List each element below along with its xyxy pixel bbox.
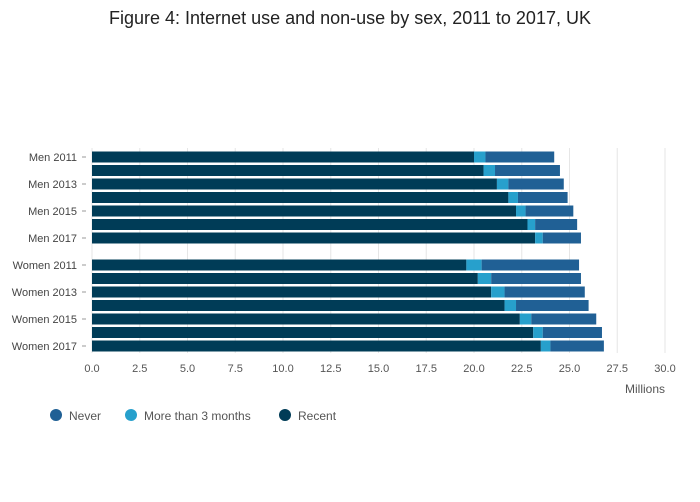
category-label: Men 2013 [28,179,77,191]
bar-segment [542,327,602,338]
x-tick-label: 30.0 [654,363,675,375]
x-tick-label: 15.0 [368,363,389,375]
bar-segment [92,165,484,176]
bars [92,151,604,352]
bar-segment [92,300,505,311]
bar-segment [504,300,517,311]
bar-segment [92,192,509,203]
bar-segment [92,313,520,325]
bar-segment [92,151,474,163]
x-tick-label: 12.5 [320,363,341,375]
bar-segment [516,205,526,217]
bar-segment [477,273,492,284]
x-tick-label: 0.0 [84,363,99,375]
bar-segment [519,313,532,325]
bar-segment [525,205,574,217]
bar-segment [495,165,560,176]
bar-segment [491,286,505,298]
bar-segment [483,165,496,176]
x-tick-label: 10.0 [272,363,293,375]
legend: Never More than 3 months Recent [50,409,337,423]
x-tick-labels: 0.0 2.5 5.0 7.5 10.0 12.5 15.0 17.5 20.0 22.5 25.0… [84,363,675,375]
bar-segment [535,232,543,244]
bar-segment [517,192,568,203]
bar-segment [527,219,536,230]
bar-segment [533,327,543,338]
bar-segment [92,286,492,298]
bar-segment [504,286,585,298]
x-tick-label: 17.5 [416,363,437,375]
category-label: Women 2017 [12,341,77,353]
x-tick-label: 7.5 [228,363,243,375]
bar-segment [92,273,478,284]
x-tick-label: 20.0 [463,363,484,375]
bar-segment [508,178,564,190]
x-tick-label: 2.5 [132,363,147,375]
bar-segment [92,205,517,217]
category-label: Men 2011 [29,152,77,164]
legend-swatch [279,409,291,421]
category-label: Men 2017 [28,233,77,245]
chart-title: Figure 4: Internet use and non-use by se… [109,8,591,28]
legend-swatch [50,409,62,421]
legend-label: Never [69,409,101,423]
legend-label: More than 3 months [144,409,251,423]
bar-segment [92,178,497,190]
x-tick-label: 27.5 [607,363,628,375]
bar-segment [535,219,578,230]
bar-segment [508,192,518,203]
legend-label: Recent [298,409,337,423]
x-tick-label: 25.0 [559,363,580,375]
category-label: Women 2015 [12,314,77,326]
x-tick-label: 5.0 [180,363,195,375]
bar-segment [516,300,589,311]
legend-swatch [125,409,137,421]
bar-segment [474,151,486,163]
bar-segment [531,313,597,325]
bar-segment [540,340,551,352]
bar-segment [550,340,604,352]
x-axis-title: Millions [625,382,665,396]
bar-segment [481,259,580,271]
bar-segment [92,219,528,230]
category-label: Men 2015 [28,206,77,218]
category-label: Women 2013 [12,287,77,299]
bar-segment [491,273,581,284]
category-labels: Men 2011 Men 2013 Men 2015 Men 2017 Women 20… [12,152,86,353]
x-tick-label: 22.5 [511,363,532,375]
bar-segment [466,259,482,271]
bar-segment [92,340,541,352]
bar-segment [496,178,509,190]
bar-segment [92,327,534,338]
category-label: Women 2011 [13,260,77,272]
bar-segment [92,232,536,244]
bar-segment [485,151,555,163]
bar-segment [542,232,581,244]
bar-segment [92,259,467,271]
